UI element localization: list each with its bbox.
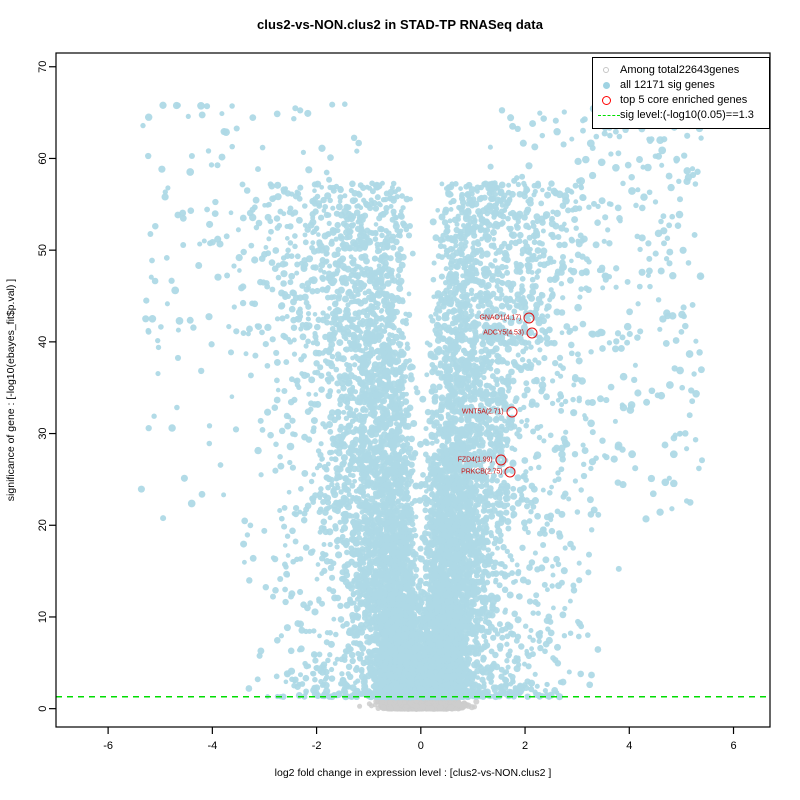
scatter-points-nonsignificant: [357, 692, 480, 712]
gene-annotation-label: WNT5A(2.71): [461, 408, 504, 416]
gene-highlight-marker: [526, 327, 538, 339]
x-axis-tick-label: -6: [103, 740, 113, 752]
gene-annotation-label: GNAO1(4.17): [479, 314, 522, 322]
x-axis: -6 -4 -2 0 2 4 6: [103, 727, 737, 752]
legend-item-core-enriched: top 5 core enriched genes: [598, 93, 763, 108]
legend-item-label: sig level:(-log10(0.05)==1.3: [620, 109, 754, 121]
x-axis-tick-label: -4: [207, 740, 217, 752]
y-axis-tick-label: 70: [37, 61, 49, 73]
plot-frame: [55, 52, 771, 728]
legend-item-total-genes: Among total22643genes: [598, 63, 763, 78]
x-axis-tick-label: 0: [418, 740, 424, 752]
y-axis-tick-label: 20: [37, 519, 49, 531]
gene-annotation-label: ADCY5(4.53): [483, 329, 524, 337]
x-axis-tick-label: 6: [730, 740, 736, 752]
x-axis-label: log2 fold change in expression level : […: [275, 767, 552, 779]
gene-highlight-marker: [495, 454, 507, 466]
open-circle-red-icon: [598, 93, 620, 108]
open-circle-gray-icon: [598, 63, 620, 78]
dashed-line-green-icon: [598, 108, 620, 123]
y-axis-tick-label: 40: [37, 336, 49, 348]
legend-item-label: Among total22643genes: [620, 64, 740, 76]
y-axis-tick-label: 50: [37, 244, 49, 256]
gene-annotation-label: FZD4(1.99): [457, 456, 493, 464]
gene-highlight-marker: [523, 312, 535, 324]
y-axis: 0 10 20 30 40 50 60 70: [37, 61, 56, 712]
scatter-points-significant: [137, 101, 705, 701]
gene-highlight-marker: [506, 406, 517, 418]
legend: Among total22643genes all 12171 sig gene…: [592, 57, 770, 129]
gene-highlight-marker: [504, 466, 516, 478]
y-axis-tick-label: 30: [37, 427, 49, 439]
page-title: clus2-vs-NON.clus2 in STAD-TP RNASeq dat…: [256, 17, 544, 32]
y-axis-label: significance of gene : [-log10(ebayes_fi…: [5, 279, 17, 501]
x-axis-tick-label: 4: [626, 740, 632, 752]
legend-item-sig-genes: all 12171 sig genes: [598, 78, 763, 93]
filled-circle-blue-icon: [598, 78, 620, 93]
y-axis-tick-label: 10: [37, 611, 49, 623]
x-axis-tick-label: -2: [312, 740, 322, 752]
x-axis-tick-label: 2: [522, 740, 528, 752]
y-axis-tick-label: 60: [37, 152, 49, 164]
legend-item-sig-level: sig level:(-log10(0.05)==1.3: [598, 108, 763, 123]
legend-item-label: top 5 core enriched genes: [620, 94, 748, 106]
legend-item-label: all 12171 sig genes: [620, 79, 715, 91]
y-axis-tick-label: 0: [37, 706, 49, 712]
gene-annotation-label: PRKCB(2.75): [461, 468, 503, 476]
